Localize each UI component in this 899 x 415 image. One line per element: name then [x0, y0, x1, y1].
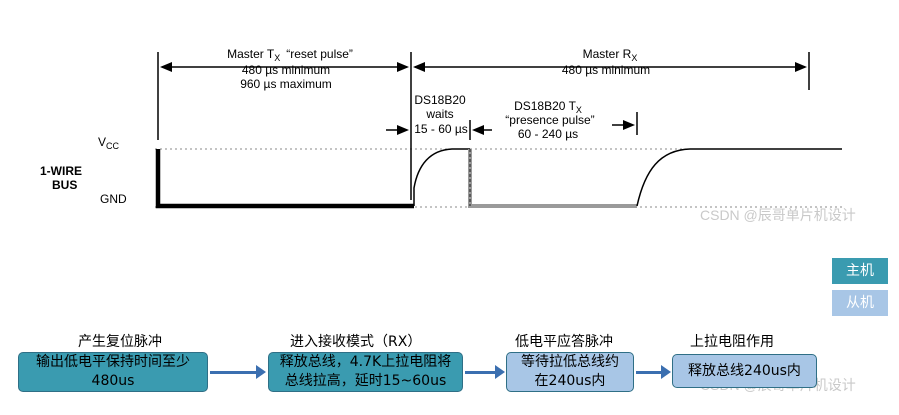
gnd-label: GND	[100, 192, 127, 206]
step-3-line2: 在240us内	[534, 373, 606, 389]
presence-time: 60 - 240 µs	[518, 127, 578, 141]
presence-desc: “presence pulse”	[505, 113, 594, 127]
timing-diagram: Master TX “reset pulse” 480 µs minimum 96…	[40, 47, 842, 209]
step-3-title: 低电平应答脉冲	[515, 334, 613, 350]
waits-line2: waits	[425, 107, 453, 121]
legend-slave: 从机	[832, 290, 888, 316]
master-reset-waveform	[155, 149, 414, 209]
arrow-2-to-3	[465, 365, 505, 379]
master-tx-min: 480 µs minimum	[242, 63, 330, 77]
waits-line3: 15 - 60 µs	[414, 122, 468, 136]
step-2-line1: 释放总线，4.7K上拉电阻将	[279, 354, 452, 370]
arrow-1-to-2	[210, 365, 266, 379]
step-3-box: 等待拉低总线约 在240us内	[506, 352, 634, 392]
vcc-label: VCC	[98, 135, 120, 151]
step-4-line1: 释放总线240us内	[688, 362, 801, 379]
presence-title: DS18B20 TX	[514, 99, 582, 115]
step-1-line2: 480us	[91, 373, 135, 389]
bus-label-1: 1-WIRE	[40, 164, 82, 178]
watermark-top: CSDN @辰哥单片机设计	[700, 207, 856, 223]
arrow-3-to-4	[636, 365, 671, 379]
step-2-line2: 总线拉高，延时15~60us	[284, 373, 447, 389]
step-1-line1: 输出低电平保持时间至少	[36, 354, 190, 370]
master-tx-title: Master TX “reset pulse”	[227, 47, 353, 63]
pullup-rise-1	[413, 148, 470, 206]
presence-waveform	[468, 149, 637, 208]
step-3-line1: 等待拉低总线约	[521, 354, 619, 370]
step-2-title: 进入接收模式（RX）	[290, 334, 422, 350]
waits-line1: DS18B20	[414, 93, 466, 107]
master-tx-max: 960 µs maximum	[240, 77, 332, 91]
master-rx-min: 480 µs minimum	[562, 63, 650, 77]
step-2-box: 释放总线，4.7K上拉电阻将 总线拉高，延时15~60us	[268, 352, 463, 392]
step-1-title: 产生复位脉冲	[78, 334, 162, 350]
step-1-box: 输出低电平保持时间至少 480us	[18, 352, 208, 392]
step-4-box: 释放总线240us内	[672, 354, 817, 388]
step-4-title: 上拉电阻作用	[690, 334, 774, 350]
bus-label-2: BUS	[52, 178, 77, 192]
pullup-rise-2	[636, 148, 842, 207]
legend-master: 主机	[832, 258, 888, 284]
master-rx-title: Master RX	[583, 47, 638, 63]
